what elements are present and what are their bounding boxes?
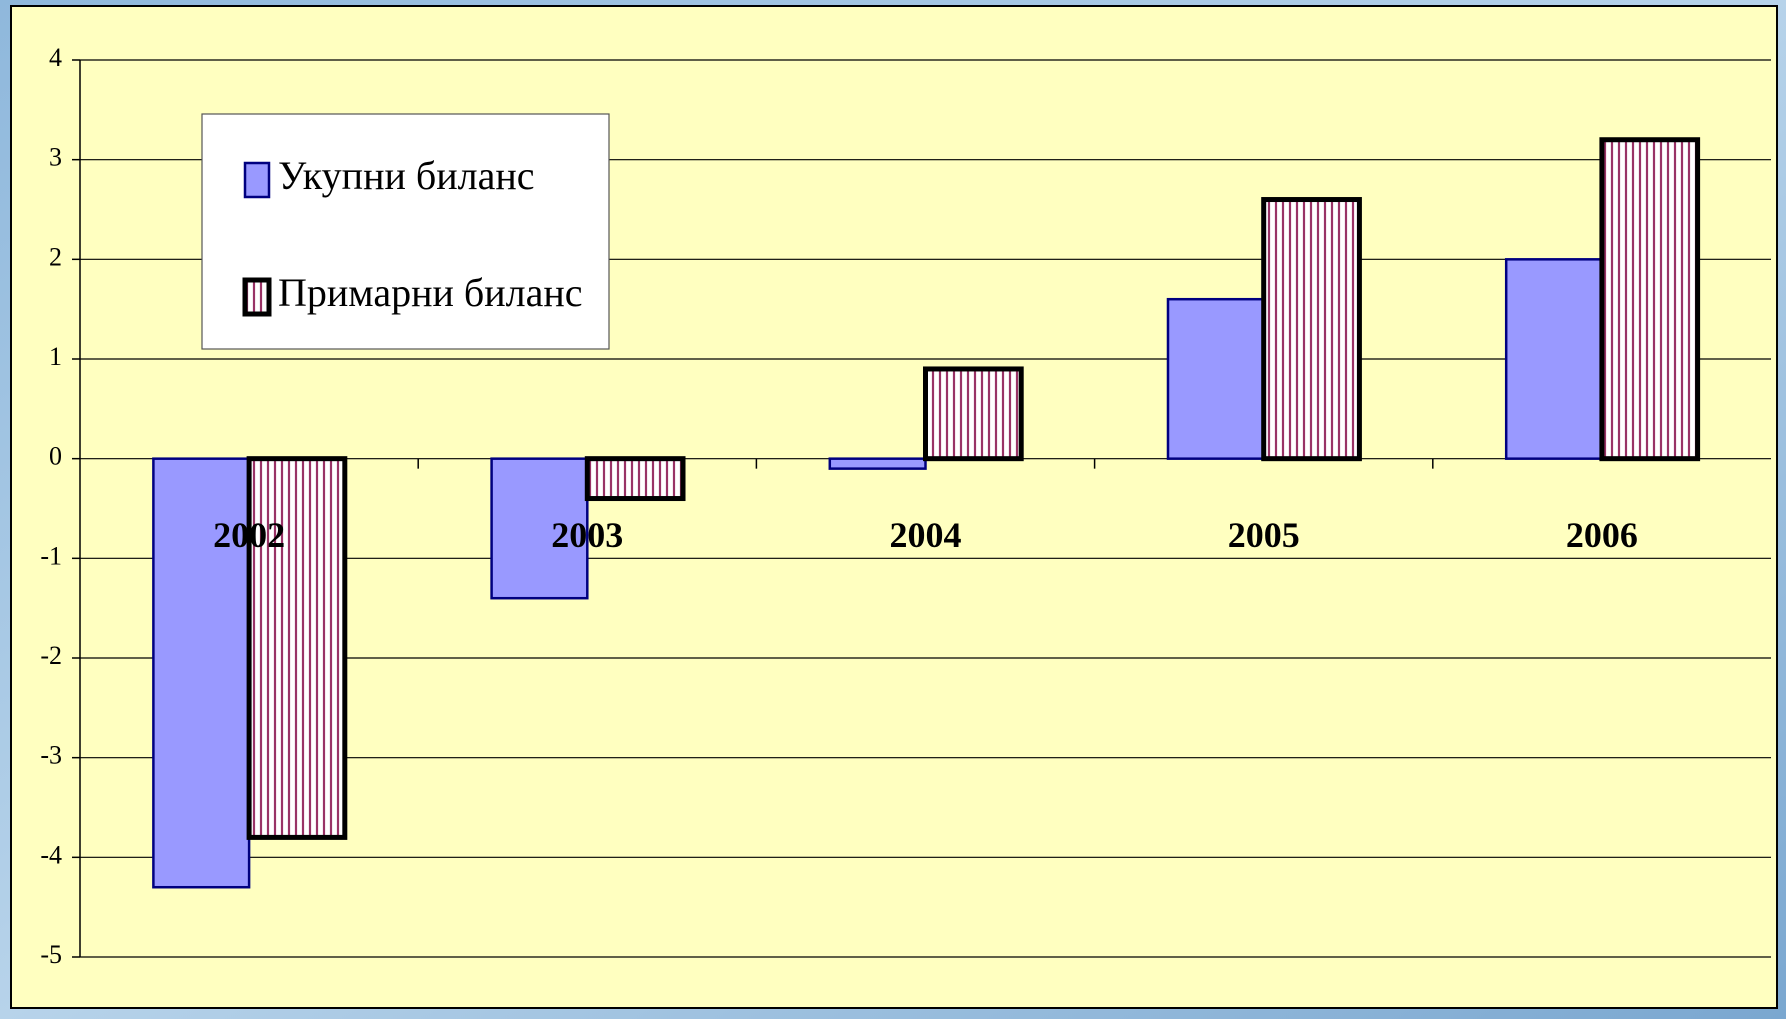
x-tick-label: 2005 [1228, 515, 1300, 555]
y-tick-label: 2 [49, 242, 62, 271]
bar [1261, 197, 1362, 462]
x-tick-label: 2006 [1566, 515, 1638, 555]
y-tick-label: -2 [40, 641, 62, 670]
bar [923, 366, 1024, 462]
x-tick-label: 2004 [890, 515, 962, 555]
bar [490, 457, 589, 600]
legend-label: Укупни биланс [278, 153, 535, 198]
legend-swatch [243, 161, 271, 199]
legend-swatch [242, 277, 272, 317]
bar [1599, 137, 1701, 462]
y-tick-label: 4 [49, 43, 62, 72]
y-tick-label: -5 [40, 940, 62, 969]
y-tick-label: 3 [49, 143, 62, 172]
x-tick-label: 2002 [213, 515, 285, 555]
x-tick-label: 2003 [551, 515, 623, 555]
y-tick-label: -4 [40, 840, 62, 869]
bar [152, 457, 251, 889]
y-tick-label: -3 [40, 741, 62, 770]
bar [1166, 297, 1265, 460]
bar [828, 457, 927, 470]
bar [246, 456, 348, 840]
legend-label: Примарни биланс [278, 270, 583, 315]
y-tick-label: -1 [40, 541, 62, 570]
bar [584, 456, 686, 502]
y-tick-label: 1 [49, 342, 62, 371]
bar [1504, 258, 1604, 460]
y-tick-label: 0 [49, 442, 62, 471]
